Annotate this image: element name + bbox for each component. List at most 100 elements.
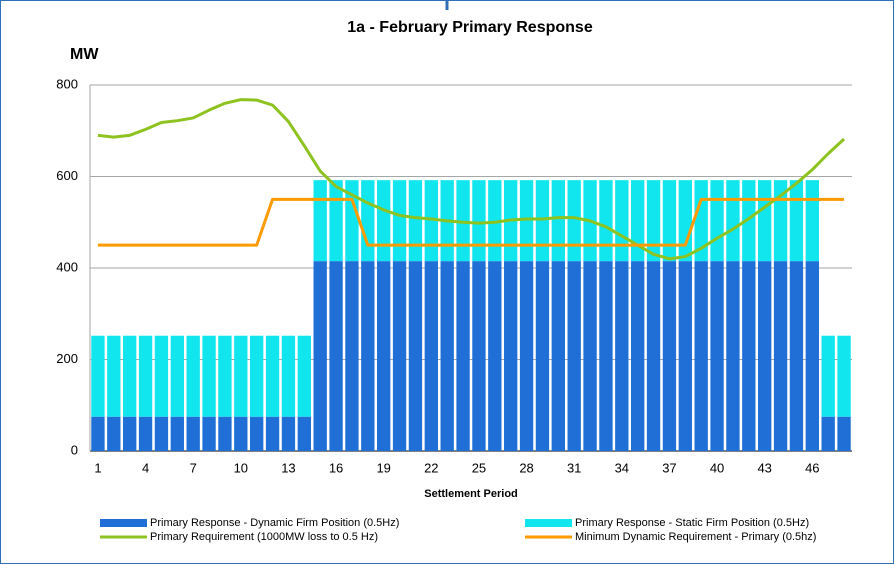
- bar: [694, 261, 708, 451]
- x-tick-label: 10: [234, 460, 248, 475]
- bar: [281, 416, 296, 451]
- bar: [488, 261, 502, 451]
- bar: [186, 416, 200, 451]
- y-tick-label: 600: [56, 168, 78, 183]
- legend-label: Minimum Dynamic Requirement - Primary (0…: [575, 531, 816, 543]
- bar: [678, 261, 692, 451]
- bar: [170, 416, 184, 451]
- bar: [345, 261, 359, 451]
- bar: [646, 261, 661, 451]
- bar: [456, 180, 470, 262]
- bar: [615, 180, 629, 262]
- line: [97, 197, 845, 247]
- legend-label: Primary Response - Static Firm Position …: [575, 517, 809, 529]
- bar: [519, 180, 534, 262]
- bar: [234, 335, 248, 417]
- x-tick-label: 31: [567, 460, 581, 475]
- x-tick-label: 46: [805, 460, 819, 475]
- x-tick-label: 37: [662, 460, 676, 475]
- bar: [551, 261, 565, 451]
- bar: [551, 180, 565, 262]
- bar: [392, 180, 407, 262]
- bar: [170, 335, 184, 417]
- bar: [535, 261, 550, 451]
- bar: [631, 261, 645, 451]
- x-tick-label: 40: [710, 460, 724, 475]
- bar: [758, 180, 772, 262]
- bar: [186, 335, 200, 417]
- bar: [805, 261, 819, 451]
- bar: [599, 261, 613, 451]
- bar: [789, 261, 804, 451]
- bar: [123, 335, 137, 417]
- legend-swatch: [525, 519, 572, 527]
- bar: [107, 416, 121, 451]
- bar: [329, 261, 343, 451]
- bar: [377, 180, 391, 262]
- bar: [424, 261, 438, 451]
- bar: [408, 180, 423, 262]
- x-tick-label: 25: [472, 460, 486, 475]
- bar: [726, 261, 740, 451]
- bar: [329, 180, 343, 262]
- bar: [678, 180, 692, 262]
- bar: [837, 416, 851, 451]
- x-tick-label: 1: [94, 460, 101, 475]
- bar: [281, 335, 296, 417]
- bar: [821, 416, 835, 451]
- bar: [504, 261, 518, 451]
- bar: [313, 261, 327, 451]
- bar: [567, 261, 581, 451]
- x-tick-label: 4: [142, 460, 149, 475]
- bar: [250, 416, 264, 451]
- bar: [91, 335, 105, 417]
- x-tick-label: 28: [519, 460, 533, 475]
- bar: [821, 335, 835, 417]
- bar: [265, 335, 280, 417]
- bar: [773, 261, 788, 451]
- legend-label: Primary Requirement (1000MW loss to 0.5 …: [150, 531, 378, 543]
- bar: [631, 180, 645, 262]
- x-tick-label: 13: [281, 460, 295, 475]
- bar: [662, 261, 677, 451]
- bar: [519, 261, 534, 451]
- x-tick-label: 19: [376, 460, 390, 475]
- x-tick-label: 22: [424, 460, 438, 475]
- bar: [154, 416, 169, 451]
- x-tick-label: 7: [190, 460, 197, 475]
- bar: [202, 416, 216, 451]
- bar: [583, 261, 597, 451]
- bar: [218, 335, 232, 417]
- bar: [726, 180, 740, 262]
- bar: [710, 261, 724, 451]
- bar: [599, 180, 613, 262]
- bar: [615, 261, 629, 451]
- x-tick-label: 34: [615, 460, 629, 475]
- bar: [535, 180, 550, 262]
- bar: [742, 261, 756, 451]
- x-tick-label: 43: [757, 460, 771, 475]
- bar: [472, 261, 486, 451]
- y-tick-label: 400: [56, 259, 78, 274]
- bar: [234, 416, 248, 451]
- legend-label: Primary Response - Dynamic Firm Position…: [150, 517, 399, 529]
- bar: [265, 416, 280, 451]
- bar: [250, 335, 264, 417]
- bar: [837, 335, 851, 417]
- bar: [202, 335, 216, 417]
- y-tick-label: 800: [56, 76, 78, 91]
- chart-title: 1a - February Primary Response: [347, 19, 593, 36]
- bar: [297, 416, 311, 451]
- bar: [361, 261, 375, 451]
- bar: [138, 416, 153, 451]
- bar: [488, 180, 502, 262]
- y-tick-label: 200: [56, 351, 78, 366]
- bar: [123, 416, 137, 451]
- bar: [107, 335, 121, 417]
- bar: [392, 261, 407, 451]
- bar: [408, 261, 423, 451]
- x-axis-label: Settlement Period: [424, 488, 518, 500]
- bar: [789, 180, 804, 262]
- bar: [297, 335, 311, 417]
